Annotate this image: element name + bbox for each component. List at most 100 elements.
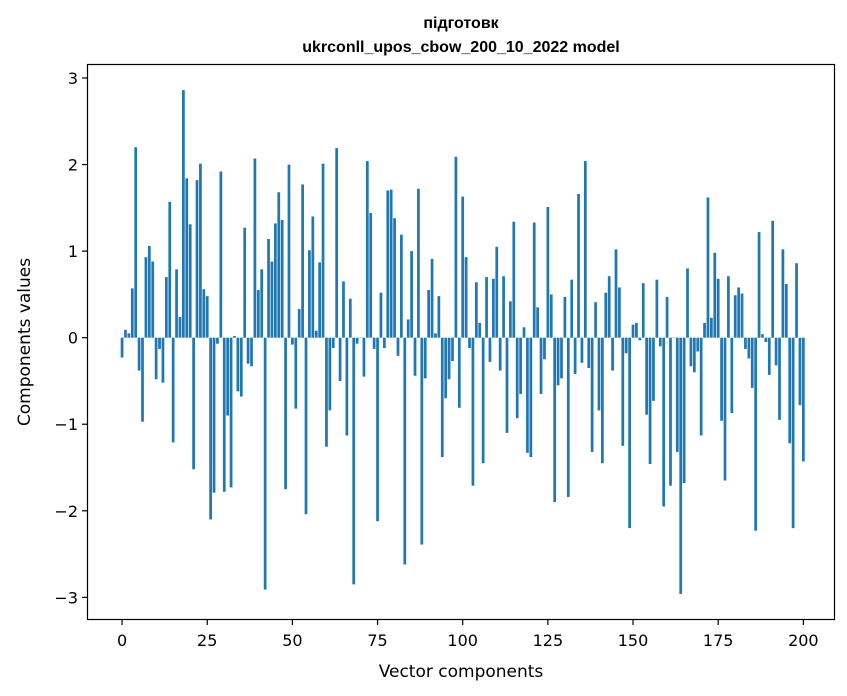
bar-105 [478,322,482,338]
bar-180 [733,295,737,338]
bar-9 [151,261,155,338]
bar-89 [423,337,427,379]
bar-111 [498,337,502,371]
bar-126 [549,294,553,338]
bar-27 [212,337,216,493]
y-axis-ticks: −3 −2 −1 0 1 2 3 [54,69,88,607]
bar-139 [594,302,597,338]
bar-161 [669,337,672,486]
bar-159 [662,337,666,507]
bar-187 [757,232,761,338]
bar-56 [311,216,315,338]
bar-101 [464,257,468,338]
bar-76 [379,292,383,338]
bar-24 [202,289,206,338]
bar-14 [168,201,172,338]
bars-group [120,90,805,594]
bar-189 [764,337,768,342]
bar-138 [590,337,594,452]
bar-51 [294,337,298,409]
bar-20 [188,224,192,338]
bar-93 [437,296,441,338]
plot-area-frame [86,63,836,621]
bar-150 [631,324,635,338]
bar-104 [474,282,478,338]
bar-45 [273,223,277,338]
bar-21 [192,337,195,470]
bar-41 [260,269,264,338]
bar-134 [577,193,580,338]
bar-102 [468,337,471,349]
bar-6 [141,337,144,422]
bar-168 [692,337,696,373]
bar-60 [325,337,328,447]
bar-0 [120,337,124,358]
bar-32 [229,337,233,488]
x-tick-label: 200 [788,631,819,650]
x-tick-label: 150 [618,631,649,650]
bar-16 [175,269,178,338]
bar-124 [543,337,546,360]
bar-166 [686,268,689,338]
bar-113 [505,337,509,433]
bar-36 [243,227,247,338]
bar-91 [430,258,434,338]
bar-95 [444,337,448,399]
bar-52 [297,309,301,338]
bar-167 [689,337,693,367]
bar-141 [601,337,604,464]
bar-74 [372,337,376,349]
bar-99 [457,337,461,408]
x-tick-label: 100 [447,631,478,650]
bar-173 [710,317,713,338]
bar-100 [461,196,465,338]
y-tick-label: −3 [54,588,78,607]
bar-146 [618,287,621,338]
bar-152 [638,337,642,341]
bar-65 [342,281,345,338]
bar-144 [611,337,614,371]
bar-194 [781,249,785,338]
bar-48 [284,337,287,490]
bar-30 [222,337,226,492]
bar-23 [199,163,202,338]
bar-154 [645,337,649,415]
chart-title-line2: ukrconll_upos_cbow_200_10_2022 model [302,39,619,56]
bar-29 [219,171,223,338]
bar-42 [263,337,267,590]
bar-108 [488,337,492,362]
bar-188 [761,334,764,338]
bar-50 [291,337,294,345]
bar-165 [682,337,686,484]
bar-11 [158,337,161,349]
bar-114 [509,301,512,338]
bar-38 [250,337,253,367]
bar-80 [393,218,396,338]
bar-12 [161,337,165,383]
bar-116 [515,337,519,419]
bar-34 [236,337,240,392]
x-tick-label: 175 [703,631,734,650]
y-tick-label: −1 [54,415,78,434]
bar-132 [570,279,574,338]
bar-163 [675,337,679,452]
bar-85 [410,251,413,338]
bar-47 [280,219,284,338]
bar-127 [553,337,557,503]
bar-49 [287,164,291,338]
bar-156 [652,337,655,401]
bar-115 [512,221,516,338]
bar-117 [519,337,522,394]
bar-87 [417,188,420,338]
bar-140 [597,337,601,411]
bar-157 [655,279,659,338]
bar-54 [304,337,308,515]
bar-133 [573,337,577,375]
bar-131 [566,337,570,497]
bar-191 [771,220,775,338]
x-tick-label: 125 [533,631,564,650]
bar-158 [658,337,662,347]
bar-109 [492,278,495,338]
bar-67 [348,298,352,338]
